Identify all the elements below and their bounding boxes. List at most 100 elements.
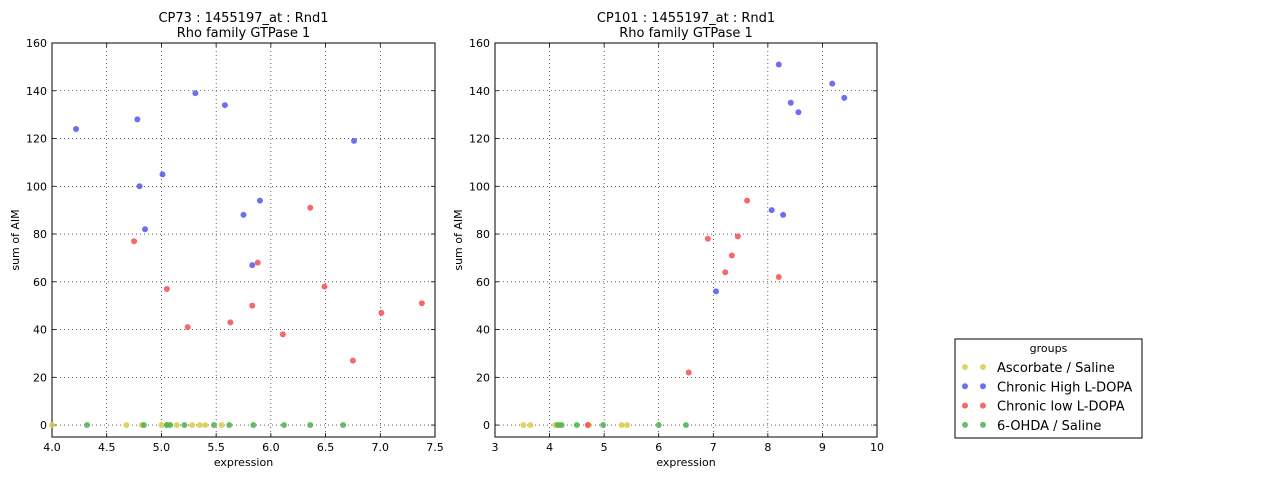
data-point xyxy=(728,252,735,259)
data-point xyxy=(558,422,565,429)
x-tick-label: 7.0 xyxy=(372,441,390,454)
data-point xyxy=(795,109,802,116)
data-point xyxy=(307,422,314,429)
data-point xyxy=(163,285,170,292)
data-point xyxy=(181,422,188,429)
data-point xyxy=(189,422,196,429)
y-tick-label: 60 xyxy=(476,276,490,289)
legend-marker xyxy=(962,383,968,390)
data-point xyxy=(378,309,385,316)
data-point xyxy=(775,61,782,68)
x-tick-label: 6.5 xyxy=(317,441,335,454)
y-tick-label: 60 xyxy=(33,276,47,289)
y-tick-label: 0 xyxy=(483,419,490,432)
data-point xyxy=(685,369,692,376)
plot-frame xyxy=(51,42,436,438)
x-tick-label: 4.5 xyxy=(98,441,116,454)
data-point xyxy=(713,288,720,295)
plot-area xyxy=(495,43,877,437)
y-tick-label: 140 xyxy=(469,85,490,98)
data-point xyxy=(704,235,711,242)
data-point xyxy=(167,422,174,429)
data-point xyxy=(256,197,263,204)
legend-marker xyxy=(962,421,968,428)
legend-marker xyxy=(980,383,986,390)
data-point xyxy=(240,211,247,218)
y-axis-label: sum of AIM xyxy=(9,209,22,270)
data-point xyxy=(683,422,689,429)
x-tick-label: 5 xyxy=(601,441,608,454)
y-tick-label: 120 xyxy=(26,133,47,146)
data-point xyxy=(418,300,425,307)
legend-frame xyxy=(954,338,1143,439)
data-point xyxy=(584,422,591,429)
data-point xyxy=(321,283,328,290)
data-point xyxy=(841,94,848,101)
legend-label: 6-OHDA / Saline xyxy=(997,419,1101,434)
x-tick-label: 4 xyxy=(546,441,553,454)
data-point xyxy=(210,422,217,429)
legend-label: Chronic low L-DOPA xyxy=(997,400,1125,415)
data-point xyxy=(123,422,130,429)
data-point xyxy=(624,422,631,429)
y-tick-label: 80 xyxy=(476,228,490,241)
x-axis-label: expression xyxy=(656,456,715,469)
x-tick-label: 6 xyxy=(655,441,662,454)
data-point xyxy=(829,80,836,87)
x-tick-label: 7 xyxy=(710,441,717,454)
data-point xyxy=(134,116,141,123)
data-point xyxy=(84,422,91,429)
data-point xyxy=(775,274,782,281)
data-point xyxy=(196,422,203,429)
legend-marker xyxy=(980,421,986,428)
y-tick-label: 120 xyxy=(469,133,490,146)
data-point xyxy=(227,319,234,326)
data-point xyxy=(307,204,314,211)
data-point xyxy=(618,422,625,429)
data-point xyxy=(340,422,347,429)
data-point xyxy=(49,422,55,429)
data-point xyxy=(349,357,356,364)
y-tick-label: 160 xyxy=(469,37,490,50)
data-point xyxy=(202,422,209,429)
x-tick-label: 7.5 xyxy=(426,441,444,454)
data-point xyxy=(655,422,662,429)
chart-subtitle: Rho family GTPase 1 xyxy=(619,26,753,41)
data-point xyxy=(221,102,228,109)
legend: groups Ascorbate / Saline Chronic High L-D… xyxy=(954,338,1143,439)
legend-title: groups xyxy=(1030,342,1068,355)
chart-title: CP101 : 1455197_at : Rnd1 xyxy=(597,11,775,26)
data-point xyxy=(520,422,527,429)
legend-marker xyxy=(980,364,986,370)
x-tick-label: 5.0 xyxy=(153,441,171,454)
data-point xyxy=(279,331,286,338)
y-tick-label: 100 xyxy=(26,180,47,193)
data-point xyxy=(218,422,225,429)
x-axis-label: expression xyxy=(214,456,273,469)
data-point xyxy=(780,211,787,218)
data-point xyxy=(184,324,191,331)
legend-marker xyxy=(980,402,986,409)
data-point xyxy=(158,422,165,429)
y-tick-label: 160 xyxy=(26,37,47,50)
data-point xyxy=(142,226,149,233)
y-tick-label: 40 xyxy=(33,324,47,337)
y-axis-label: sum of AIM xyxy=(452,209,465,270)
x-tick-label: 8 xyxy=(764,441,771,454)
legend-marker xyxy=(962,402,968,409)
data-point xyxy=(131,238,138,245)
y-tick-label: 0 xyxy=(40,419,47,432)
legend-label: Ascorbate / Saline xyxy=(997,361,1115,376)
x-tick-label: 10 xyxy=(870,441,884,454)
data-point xyxy=(192,90,199,97)
y-tick-label: 20 xyxy=(476,371,490,384)
x-tick-label: 4.0 xyxy=(43,441,61,454)
y-tick-label: 100 xyxy=(469,180,490,193)
data-point xyxy=(768,207,775,214)
data-point xyxy=(573,422,580,429)
y-tick-label: 80 xyxy=(33,228,47,241)
data-point xyxy=(351,137,358,144)
data-point xyxy=(722,269,729,276)
